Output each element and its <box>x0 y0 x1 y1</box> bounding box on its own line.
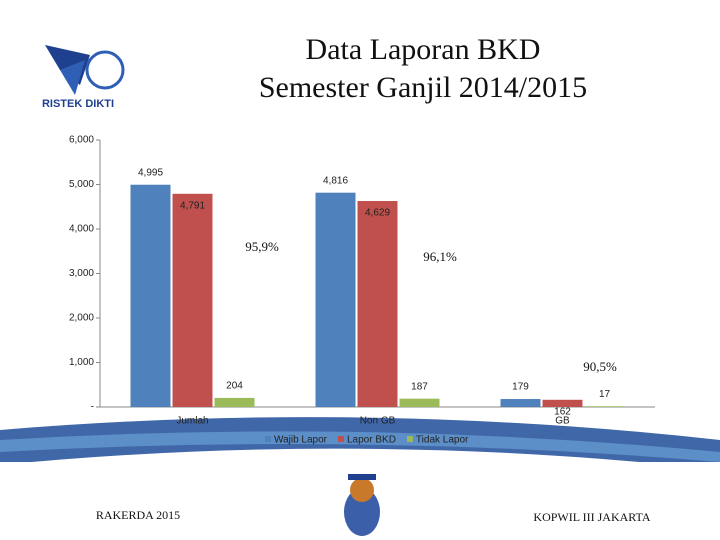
logo: RISTEK DIKTI <box>42 45 125 110</box>
data-label: 4,995 <box>138 167 163 178</box>
swoosh-light <box>0 431 720 462</box>
y-tick-label: 2,000 <box>69 313 94 324</box>
legend-swatch <box>338 436 344 442</box>
legend-swatch <box>406 436 413 442</box>
y-tick-label: 5,000 <box>69 179 94 190</box>
annotation: 90,5% <box>583 359 617 374</box>
y-tick-label: 3,000 <box>69 268 94 279</box>
annotation: 95,9% <box>245 239 279 254</box>
x-tick-label: GB <box>555 416 570 427</box>
annotation: 96,1% <box>423 249 457 264</box>
footer-right: KOPWIL III JAKARTA <box>533 510 651 524</box>
data-label: 187 <box>411 381 428 392</box>
legend-swatch <box>265 436 271 442</box>
data-label: 204 <box>226 381 243 392</box>
y-tick-label: 4,000 <box>69 224 94 235</box>
y-tick-label: 6,000 <box>69 135 94 146</box>
chart-title: Data Laporan BKD <box>306 33 541 66</box>
bar <box>172 193 213 407</box>
y-tick-label: - <box>91 402 94 413</box>
legend-label: Tidak Lapor <box>416 435 469 446</box>
bar <box>357 201 398 407</box>
bar <box>500 399 541 407</box>
data-label: 17 <box>599 389 611 400</box>
mascot <box>344 474 380 536</box>
logo-text: RISTEK DIKTI <box>42 98 114 110</box>
bar <box>584 406 625 407</box>
data-label: 4,791 <box>180 200 205 211</box>
x-tick-label: Non GB <box>360 416 396 427</box>
y-tick-label: 1,000 <box>69 357 94 368</box>
bar <box>542 399 583 407</box>
chart-subtitle: Semester Ganjil 2014/2015 <box>259 71 587 104</box>
data-label: 4,816 <box>323 175 348 186</box>
legend-label: Lapor BKD <box>347 435 396 446</box>
legend-label: Wajib Lapor <box>274 435 328 446</box>
footer-left: RAKERDA 2015 <box>96 508 180 522</box>
bar <box>399 398 440 407</box>
data-label: 179 <box>512 382 529 393</box>
data-label: 162 <box>554 406 571 417</box>
bar <box>315 192 356 407</box>
data-label: 4,629 <box>365 208 390 219</box>
x-tick-label: Jumlah <box>176 416 208 427</box>
bar <box>130 184 171 407</box>
bar <box>214 397 255 407</box>
